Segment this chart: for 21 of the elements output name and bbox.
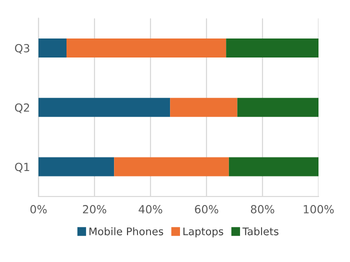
bar	[170, 98, 238, 117]
y-tick-label: Q1	[14, 162, 30, 172]
y-tick-label: Q2	[14, 103, 30, 114]
y-tick-label: Q3	[14, 44, 30, 54]
legend-label: Laptops	[183, 228, 224, 238]
bar	[38, 98, 170, 117]
legend-label: Tablets	[242, 227, 278, 236]
bar	[38, 157, 114, 176]
bar	[114, 157, 229, 176]
bar	[38, 38, 66, 58]
x-tick-label: 80%	[250, 205, 274, 214]
x-tick-label: 0%	[30, 205, 47, 214]
bar	[66, 38, 226, 58]
legend-label: Mobile Phones	[90, 227, 164, 236]
bar	[228, 157, 318, 176]
x-tick-label: 40%	[138, 205, 162, 214]
x-tick-label: 100%	[304, 205, 334, 214]
bar	[226, 38, 318, 58]
x-tick-label: 60%	[194, 205, 218, 214]
x-tick-label: 20%	[82, 205, 106, 214]
bar	[237, 98, 318, 117]
